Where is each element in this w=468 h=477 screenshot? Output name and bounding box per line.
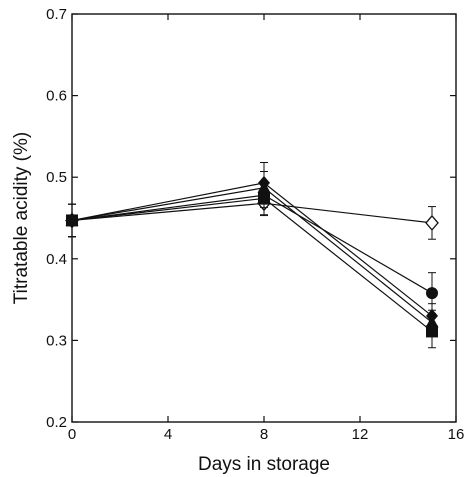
series-line <box>71 182 433 317</box>
y-axis-title: Titratable acidity (%) <box>11 132 32 304</box>
series-filled-triangle <box>65 170 439 336</box>
x-tick-label: 4 <box>164 426 172 443</box>
series-filled-square <box>66 181 438 349</box>
x-axis-ticks: 0 4 8 12 16 <box>68 14 465 443</box>
y-tick-label: 0.7 <box>46 6 67 23</box>
y-tick-label: 0.6 <box>46 88 67 105</box>
series-layer <box>65 162 439 349</box>
x-axis-title: Days in storage <box>198 454 330 475</box>
series-filled-diamond <box>66 162 438 329</box>
plot-frame <box>71 13 457 423</box>
data-point <box>66 214 78 227</box>
y-axis-ticks: 0.2 0.3 0.4 0.5 0.6 0.7 <box>46 6 456 431</box>
x-tick-label: 8 <box>260 426 268 443</box>
x-tick-label: 12 <box>352 426 369 443</box>
x-tick-label: 0 <box>68 426 76 443</box>
series-filled-circle <box>66 182 438 314</box>
y-tick-label: 0.2 <box>46 414 67 431</box>
data-point <box>425 214 439 231</box>
data-point <box>426 287 438 300</box>
series-line <box>71 187 433 323</box>
y-tick-label: 0.5 <box>46 169 67 186</box>
y-tick-label: 0.4 <box>46 251 67 268</box>
x-tick-label: 16 <box>448 426 465 443</box>
series-line <box>71 197 433 332</box>
data-point <box>258 192 270 205</box>
y-tick-label: 0.3 <box>46 332 67 349</box>
data-point <box>426 325 438 338</box>
